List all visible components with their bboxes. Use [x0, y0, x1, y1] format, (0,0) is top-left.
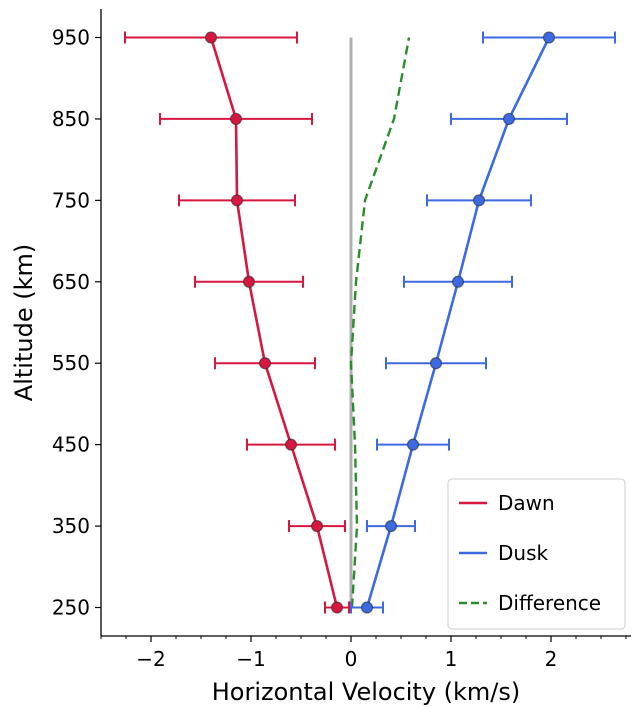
dawn-point — [242, 275, 256, 288]
y-tick-label: 650 — [52, 270, 90, 294]
y-tick-label: 450 — [52, 433, 90, 457]
dusk-point — [360, 601, 374, 614]
y-tick-label: 550 — [52, 351, 90, 375]
dawn-point — [229, 112, 243, 126]
difference-line — [349, 37, 411, 608]
y-tick-label: 950 — [52, 26, 90, 50]
x-tick-label: 0 — [345, 647, 358, 671]
dawn-point — [230, 194, 244, 207]
dusk-point — [542, 31, 556, 44]
y-tick-label: 350 — [52, 514, 90, 538]
x-axis-title: Horizontal Velocity (km/s) — [212, 678, 521, 706]
dawn-point — [310, 519, 324, 533]
x-tick-label: −2 — [136, 647, 165, 671]
dawn-point — [284, 438, 298, 451]
dawn-point — [258, 357, 272, 370]
legend-dawn-label: Dawn — [498, 491, 555, 515]
dawn-line — [209, 37, 339, 608]
axes-layer: −2 −1 0 1 2 250 350 450 550 650 750 850 950 — [52, 9, 631, 671]
dusk-line — [365, 36, 551, 608]
dusk-point — [406, 438, 420, 451]
dawn-point — [330, 601, 344, 614]
dusk-point — [429, 357, 443, 370]
dusk-point — [384, 519, 398, 533]
dusk-point — [472, 194, 486, 207]
x-tick-label: 1 — [445, 647, 458, 671]
x-tick-label: 2 — [545, 647, 558, 671]
y-tick-label: 250 — [52, 596, 90, 620]
dusk-point — [502, 112, 516, 126]
legend: Dawn Dusk Difference — [447, 478, 626, 630]
x-tick-label: −1 — [236, 647, 265, 671]
plot-content — [124, 31, 616, 614]
legend-dusk-label: Dusk — [498, 541, 548, 565]
legend-box — [447, 478, 626, 630]
y-axis-title: Altitude (km) — [10, 244, 38, 401]
y-tick-label: 850 — [52, 107, 90, 131]
dusk-point — [451, 275, 465, 288]
legend-difference-label: Difference — [498, 591, 601, 615]
dawn-point — [204, 31, 218, 44]
y-tick-label: 750 — [52, 188, 90, 212]
